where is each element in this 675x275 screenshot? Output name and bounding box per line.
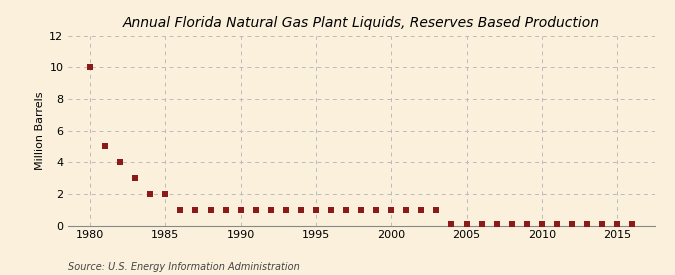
Point [431, 207, 442, 212]
Point [491, 222, 502, 227]
Point [476, 222, 487, 227]
Point [506, 222, 517, 227]
Text: Source: U.S. Energy Information Administration: Source: U.S. Energy Information Administ… [68, 262, 299, 272]
Point [612, 222, 622, 227]
Point [175, 207, 186, 212]
Point [115, 160, 126, 164]
Point [537, 222, 547, 227]
Point [371, 207, 381, 212]
Point [250, 207, 261, 212]
Point [566, 222, 577, 227]
Point [84, 65, 95, 70]
Point [461, 222, 472, 227]
Point [205, 207, 216, 212]
Point [416, 207, 427, 212]
Point [296, 207, 306, 212]
Point [521, 222, 532, 227]
Point [190, 207, 201, 212]
Point [341, 207, 352, 212]
Point [446, 222, 457, 227]
Point [582, 222, 593, 227]
Point [551, 222, 562, 227]
Point [145, 192, 156, 196]
Point [401, 207, 412, 212]
Point [220, 207, 231, 212]
Point [310, 207, 321, 212]
Point [160, 192, 171, 196]
Y-axis label: Million Barrels: Million Barrels [35, 91, 45, 170]
Point [597, 222, 608, 227]
Point [130, 176, 140, 180]
Point [627, 222, 638, 227]
Point [236, 207, 246, 212]
Point [325, 207, 336, 212]
Title: Annual Florida Natural Gas Plant Liquids, Reserves Based Production: Annual Florida Natural Gas Plant Liquids… [123, 16, 599, 31]
Point [356, 207, 367, 212]
Point [280, 207, 291, 212]
Point [386, 207, 397, 212]
Point [265, 207, 276, 212]
Point [100, 144, 111, 148]
